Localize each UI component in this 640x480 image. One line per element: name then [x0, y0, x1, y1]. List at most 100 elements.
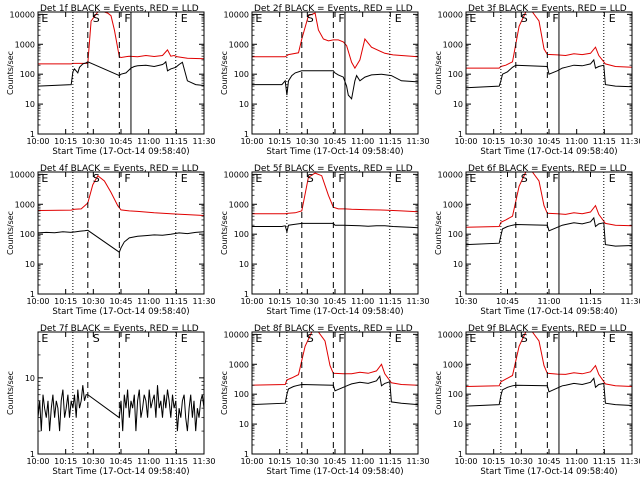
region-label: S — [521, 12, 528, 25]
x-tick-label: 11:30 — [406, 137, 429, 146]
region-label: E — [181, 332, 188, 345]
region-label: F — [124, 172, 130, 185]
series-events — [252, 222, 419, 234]
x-tick-label: 11:15 — [593, 137, 616, 146]
region-label: E — [41, 332, 48, 345]
region-label: E — [41, 172, 48, 185]
y-tick-label: 10 — [453, 260, 463, 269]
x-tick-label: 11:30 — [620, 457, 640, 466]
series-lld — [465, 331, 633, 387]
region-label: E — [41, 12, 48, 25]
y-tick-label: 10 — [239, 260, 249, 269]
y-tick-label: 1 — [458, 450, 463, 459]
region-label: S — [307, 12, 314, 25]
panel-title: Det 3f BLACK = Events, RED = LLD — [468, 4, 627, 14]
region-label: S — [307, 172, 314, 185]
region-label: S — [93, 332, 100, 345]
y-tick-label: 100 — [234, 230, 249, 239]
x-tick-label: 10:45 — [537, 137, 560, 146]
y-tick-label: 10000 — [224, 170, 249, 179]
plot-frame — [251, 171, 419, 295]
series-events — [252, 70, 419, 100]
x-tick-label: 10:00 — [240, 457, 263, 466]
x-tick-label: 11:00 — [565, 457, 588, 466]
y-tick-label: 100 — [20, 70, 35, 79]
region-label: E — [609, 172, 616, 185]
region-label: E — [181, 172, 188, 185]
x-tick-label: 10:30 — [82, 297, 105, 306]
region-label: F — [552, 332, 558, 345]
y-tick-label: 1000 — [443, 360, 463, 369]
y-tick-label: 100 — [234, 70, 249, 79]
x-tick-label: 10:00 — [240, 137, 263, 146]
panel-title: Det 9f BLACK = Events, RED = LLD — [468, 324, 627, 334]
x-tick-label: 11:15 — [379, 137, 402, 146]
y-axis-label: Counts/sec — [220, 51, 229, 95]
region-label: E — [255, 12, 262, 25]
series-events — [251, 374, 419, 406]
y-axis-label: Counts/sec — [6, 371, 15, 415]
x-tick-label: 10:00 — [454, 457, 477, 466]
y-tick-label: 1000 — [443, 40, 463, 49]
x-tick-label: 11:15 — [593, 457, 616, 466]
plot-frame — [251, 331, 419, 455]
region-label: F — [552, 172, 558, 185]
x-tick-label: 11:15 — [165, 457, 188, 466]
region-label: F — [552, 12, 558, 25]
y-tick-label: 10000 — [10, 10, 35, 19]
series-events — [37, 385, 205, 432]
region-label: E — [609, 12, 616, 25]
region-label: E — [181, 12, 188, 25]
series-lld — [251, 331, 419, 386]
y-tick-label: 10000 — [438, 330, 463, 339]
y-axis-label: Counts/sec — [434, 51, 443, 95]
x-tick-label: 10:30 — [296, 297, 319, 306]
panel-title: Det 2f BLACK = Events, RED = LLD — [254, 4, 413, 14]
y-tick-label: 100 — [448, 70, 463, 79]
y-tick-label: 10 — [25, 374, 35, 383]
x-tick-label: 10:00 — [26, 137, 49, 146]
series-lld — [38, 11, 205, 65]
y-tick-label: 10000 — [438, 10, 463, 19]
x-tick-label: 10:00 — [26, 457, 49, 466]
x-tick-label: 10:30 — [82, 137, 105, 146]
plot-frame — [465, 171, 633, 295]
y-tick-label: 1 — [458, 290, 463, 299]
x-tick-label: 10:15 — [54, 137, 77, 146]
x-tick-label: 10:45 — [537, 457, 560, 466]
x-tick-label: 11:30 — [620, 137, 640, 146]
x-tick-label: 11:15 — [165, 137, 188, 146]
x-tick-label: 10:30 — [510, 457, 533, 466]
x-tick-label: 11:00 — [137, 297, 160, 306]
x-tick-label: 11:30 — [620, 297, 640, 306]
region-label: E — [255, 332, 262, 345]
y-tick-label: 10000 — [438, 170, 463, 179]
x-tick-label: 10:30 — [296, 137, 319, 146]
plot-frame — [37, 11, 205, 135]
y-tick-label: 100 — [20, 230, 35, 239]
region-label: S — [521, 172, 528, 185]
y-tick-label: 10 — [453, 100, 463, 109]
x-tick-label: 10:15 — [54, 297, 77, 306]
panel-title: Det 8f BLACK = Events, RED = LLD — [254, 324, 413, 334]
y-tick-label: 1 — [30, 450, 35, 459]
region-label: E — [395, 332, 402, 345]
x-tick-label: 10:15 — [268, 297, 291, 306]
series-events — [37, 229, 205, 253]
region-label: E — [395, 12, 402, 25]
x-tick-label: 10:00 — [240, 297, 263, 306]
region-label: S — [307, 332, 314, 345]
x-tick-label: 11:30 — [192, 297, 215, 306]
x-tick-label: 10:45 — [323, 137, 346, 146]
x-axis-label: Start Time (17-Oct-14 09:58:40) — [480, 147, 617, 157]
x-tick-label: 11:00 — [351, 137, 374, 146]
x-tick-label: 11:00 — [137, 137, 160, 146]
x-tick-label: 11:15 — [379, 457, 402, 466]
series-lld — [466, 11, 633, 69]
x-axis-label: Start Time (17-Oct-14 09:58:40) — [266, 307, 403, 317]
y-tick-label: 1000 — [15, 40, 35, 49]
x-tick-label: 10:45 — [109, 137, 132, 146]
